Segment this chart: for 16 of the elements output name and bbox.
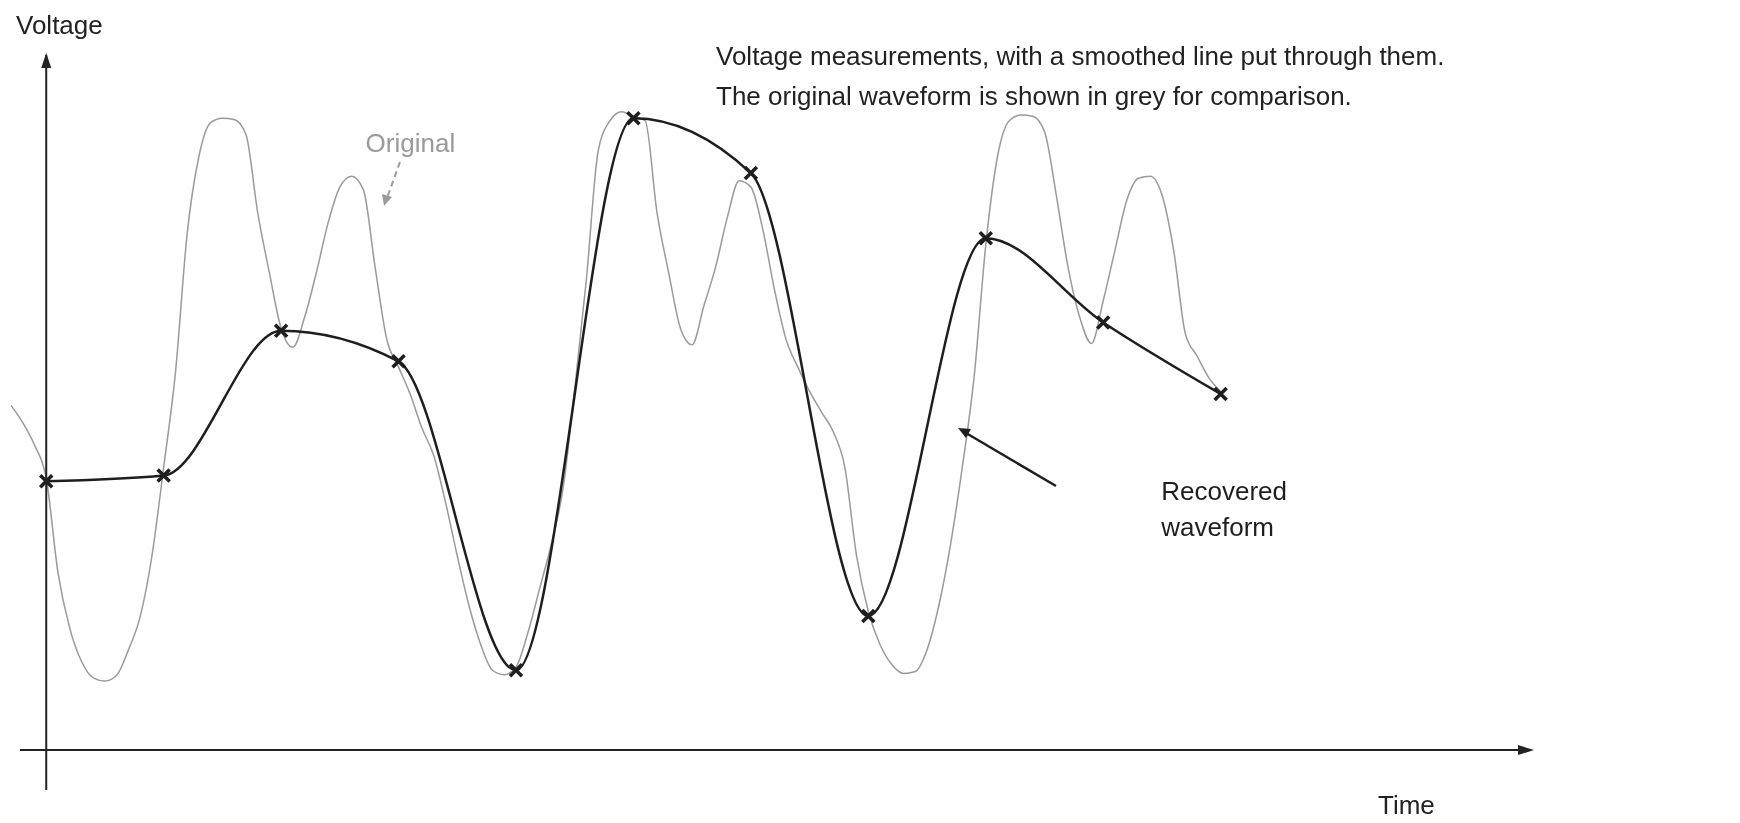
point <box>743 165 759 181</box>
point <box>155 467 172 484</box>
point <box>1212 386 1229 402</box>
series-label: Original <box>365 128 456 160</box>
point <box>38 473 54 490</box>
text: Voltage measurements, with a smoothed line put through them. The original waveform is shown in grey for comparison. <box>716 40 1445 113</box>
point <box>860 608 877 624</box>
point <box>625 110 642 126</box>
point <box>978 230 994 246</box>
y-axis-title: Voltage <box>16 10 103 41</box>
point <box>390 353 407 370</box>
point <box>273 322 289 339</box>
text: Recovered waveform <box>1161 474 1288 544</box>
x-axis-title: Time <box>1378 790 1435 821</box>
point <box>1095 314 1111 331</box>
point <box>508 662 524 678</box>
